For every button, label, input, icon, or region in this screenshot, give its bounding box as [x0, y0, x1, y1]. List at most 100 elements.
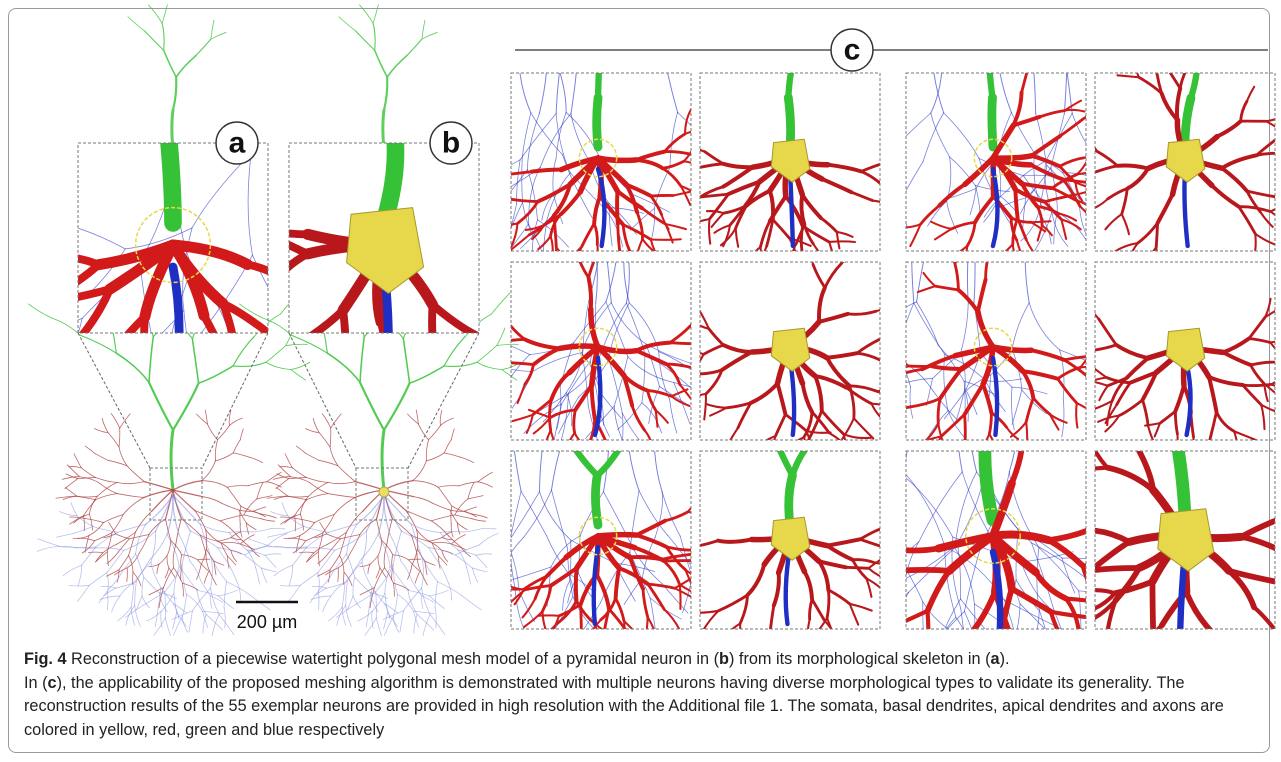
neurite [421, 596, 423, 609]
neurite [655, 492, 662, 538]
neurite [359, 5, 373, 23]
neurite [914, 303, 945, 355]
neurite [429, 567, 465, 575]
neurite [1239, 207, 1255, 234]
neurite [563, 581, 570, 611]
neuron [436, 0, 797, 276]
neurite [229, 533, 247, 550]
neurite [78, 565, 82, 586]
neurite [627, 632, 646, 636]
neurite [628, 357, 674, 383]
neurite [857, 353, 883, 361]
neurite [0, 255, 31, 285]
neurite [112, 596, 120, 612]
neurite [664, 561, 680, 585]
neurite [116, 353, 149, 382]
neurite [627, 632, 636, 636]
neurite [348, 0, 369, 1]
neurite [233, 346, 251, 411]
soma-mesh [771, 517, 810, 560]
neurite [488, 175, 506, 190]
neurite [630, 557, 662, 559]
neurite [192, 339, 198, 383]
neurite [477, 362, 502, 369]
neurite [318, 552, 329, 564]
neurite [411, 524, 440, 532]
neurite [843, 434, 871, 438]
neurite [709, 329, 723, 345]
panel-label: c [844, 34, 861, 67]
neurite [1031, 221, 1050, 222]
neurite [1271, 372, 1281, 384]
neurite [376, 618, 383, 636]
neurite [871, 199, 880, 232]
neurite [878, 375, 897, 378]
neurite [443, 583, 477, 601]
neurite [836, 368, 864, 370]
neurite [792, 437, 815, 476]
neurite [5, 379, 27, 415]
neurite [135, 581, 137, 605]
neurite [165, 618, 172, 636]
neurite [95, 533, 112, 541]
neurite [358, 611, 373, 621]
neuron [666, 242, 904, 469]
neurite [723, 167, 752, 186]
neurite [873, 201, 890, 205]
neurite [256, 567, 260, 584]
neurite [648, 617, 657, 636]
neurite [370, 556, 378, 564]
neurite [400, 611, 404, 632]
neurite [175, 25, 201, 154]
neurite [338, 466, 355, 482]
neurite [280, 467, 292, 468]
neurite [1187, 4, 1196, 29]
neurite [694, 541, 718, 547]
neurite [773, 7, 788, 25]
neurite [384, 495, 401, 531]
neurite [479, 533, 498, 545]
neurite [124, 531, 156, 550]
neurite [173, 495, 200, 524]
neurite [139, 0, 147, 36]
neurite [685, 129, 706, 134]
neurite [977, 0, 981, 25]
neurite [1089, 381, 1107, 386]
neurite [776, 441, 793, 476]
neurite [286, 344, 308, 345]
neurite [233, 336, 254, 366]
neurite [173, 490, 202, 497]
neurite [69, 517, 85, 519]
neurite [490, 342, 507, 389]
neurite [472, 568, 487, 572]
neurite [605, 237, 612, 303]
neurite [287, 496, 308, 497]
neurite [469, 345, 491, 358]
neurite [297, 335, 299, 407]
neurite [854, 418, 874, 438]
neurite [1105, 214, 1121, 229]
neurite [65, 479, 78, 489]
neurite [827, 353, 857, 358]
neurite [704, 394, 706, 420]
neurite [853, 560, 875, 563]
neurite [179, 566, 197, 590]
caption: Fig. 4 Reconstruction of a piecewise wat… [24, 648, 1264, 742]
caption-ref: b [719, 650, 729, 668]
neurite [198, 334, 202, 405]
neurite [910, 387, 913, 418]
neurite [636, 239, 643, 259]
neurite [632, 406, 644, 431]
neurite [509, 199, 538, 202]
neurite [517, 202, 537, 224]
neurite [441, 418, 454, 425]
neurite [941, 599, 960, 636]
neurite [710, 408, 726, 416]
neurite [200, 524, 229, 532]
neurite [472, 519, 486, 522]
neurite [149, 382, 173, 430]
neurite [1163, 40, 1165, 65]
neurite [117, 570, 119, 582]
neurite [506, 172, 532, 175]
apical-tree [128, 5, 226, 150]
